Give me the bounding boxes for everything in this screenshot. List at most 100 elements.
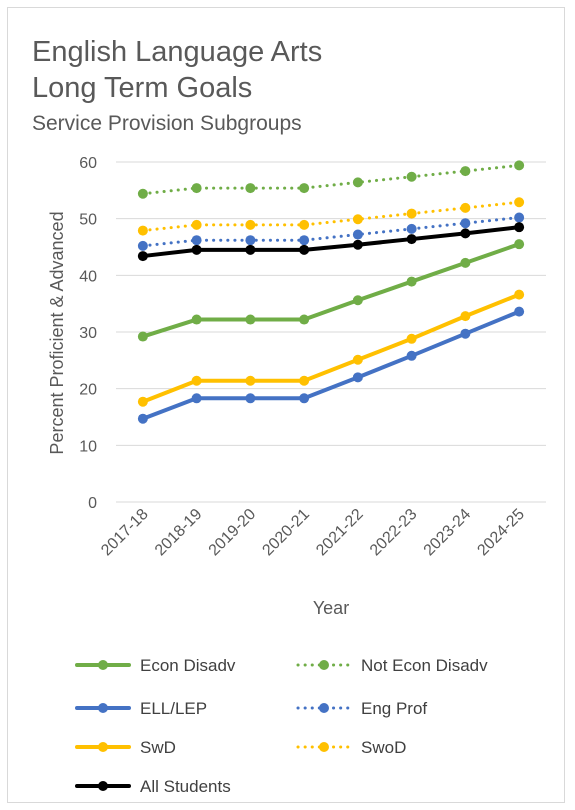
legend-marker xyxy=(319,660,329,670)
data-point xyxy=(352,354,363,365)
data-point xyxy=(460,218,471,229)
data-point xyxy=(245,314,256,325)
data-point xyxy=(514,212,525,223)
data-point xyxy=(191,235,202,246)
series-econ-disadv xyxy=(137,239,525,342)
data-point xyxy=(191,393,202,404)
data-point xyxy=(245,219,256,230)
legend-label: All Students xyxy=(140,777,231,796)
y-tick-label: 20 xyxy=(79,382,97,399)
data-point xyxy=(245,244,256,255)
series-swd xyxy=(137,289,525,407)
data-point xyxy=(137,251,148,262)
data-point xyxy=(137,396,148,407)
data-point xyxy=(245,375,256,386)
x-axis-ticks: 2017-18 2018-19 2019-20 2020-21 2021-22 2022-… xyxy=(98,506,528,560)
chart-title: English Language Arts Long Term Goals xyxy=(32,34,322,106)
legend-item-all-students: All Students xyxy=(75,777,231,796)
data-point xyxy=(406,223,417,234)
data-point xyxy=(299,219,310,230)
chart-title-line-1: English Language Arts xyxy=(32,36,323,68)
data-point xyxy=(245,235,256,246)
legend-marker xyxy=(98,742,108,752)
gridlines xyxy=(116,161,546,503)
legend-marker xyxy=(98,703,108,713)
legend-label: ELL/LEP xyxy=(140,699,207,718)
legend-label: SwD xyxy=(140,738,176,757)
legend-item-ell-lep: ELL/LEP xyxy=(75,699,207,718)
data-point xyxy=(137,225,148,236)
data-point xyxy=(299,183,310,194)
x-axis-title: Year xyxy=(313,598,349,618)
data-point xyxy=(514,289,525,300)
data-point xyxy=(352,177,363,188)
y-tick-label: 40 xyxy=(79,268,97,285)
data-point xyxy=(245,393,256,404)
data-point xyxy=(460,257,471,268)
data-point xyxy=(137,413,148,424)
data-point xyxy=(352,214,363,225)
x-tick-label: 2020-21 xyxy=(259,506,313,560)
data-point xyxy=(191,219,202,230)
data-point xyxy=(352,239,363,250)
y-tick-label: 30 xyxy=(79,325,97,342)
legend-label: Not Econ Disadv xyxy=(361,656,488,675)
legend: Econ Disadv Not Econ Disadv ELL/LEP Eng Pro… xyxy=(75,656,488,796)
x-tick-label: 2018-19 xyxy=(152,506,206,560)
data-point xyxy=(514,222,525,233)
data-point xyxy=(352,229,363,240)
x-tick-label: 2021-22 xyxy=(313,506,367,560)
data-point xyxy=(460,311,471,322)
x-tick-label: 2017-18 xyxy=(98,506,152,560)
data-point xyxy=(406,276,417,287)
y-axis-ticks: 0 10 20 30 40 50 60 xyxy=(79,155,97,512)
data-point xyxy=(460,328,471,339)
data-point xyxy=(299,375,310,386)
series-line xyxy=(140,242,522,339)
legend-label: SwoD xyxy=(361,738,406,757)
data-point xyxy=(191,314,202,325)
x-tick-label: 2023-24 xyxy=(421,506,475,560)
legend-marker xyxy=(319,742,329,752)
series-lines xyxy=(137,160,525,424)
series-line xyxy=(141,163,521,196)
x-tick-label: 2019-20 xyxy=(206,506,260,560)
data-point xyxy=(514,239,525,250)
y-tick-label: 0 xyxy=(88,495,97,512)
legend-marker xyxy=(98,781,108,791)
x-tick-label: 2022-23 xyxy=(367,506,421,560)
chart-title-line-2: Long Term Goals xyxy=(32,72,253,104)
data-point xyxy=(191,244,202,255)
data-point xyxy=(514,306,525,317)
legend-item-eng-prof: Eng Prof xyxy=(296,699,427,718)
y-axis-title: Percent Proficient & Advanced xyxy=(47,211,67,454)
data-point xyxy=(299,314,310,325)
legend-item-not-econ-disadv: Not Econ Disadv xyxy=(296,656,488,675)
data-point xyxy=(406,350,417,361)
legend-label: Eng Prof xyxy=(361,699,427,718)
data-point xyxy=(137,331,148,342)
data-point xyxy=(406,234,417,245)
data-point xyxy=(460,202,471,213)
y-tick-label: 60 xyxy=(79,155,97,172)
data-point xyxy=(406,333,417,344)
series-all-students xyxy=(137,222,525,262)
series-ell-lep xyxy=(137,306,525,424)
y-tick-label: 50 xyxy=(79,212,97,229)
data-point xyxy=(191,375,202,386)
data-point xyxy=(137,240,148,251)
data-point xyxy=(406,208,417,219)
chart-subtitle: Service Provision Subgroups xyxy=(32,112,302,135)
series-eng-prof xyxy=(137,212,525,251)
data-point xyxy=(406,171,417,182)
x-tick-label: 2024-25 xyxy=(474,506,528,560)
series-swod xyxy=(137,197,525,236)
series-line xyxy=(140,309,522,421)
data-point xyxy=(460,228,471,239)
data-point xyxy=(352,372,363,383)
data-point xyxy=(352,295,363,306)
series-line xyxy=(140,292,522,404)
data-point xyxy=(137,188,148,199)
legend-label: Econ Disadv xyxy=(140,656,236,675)
